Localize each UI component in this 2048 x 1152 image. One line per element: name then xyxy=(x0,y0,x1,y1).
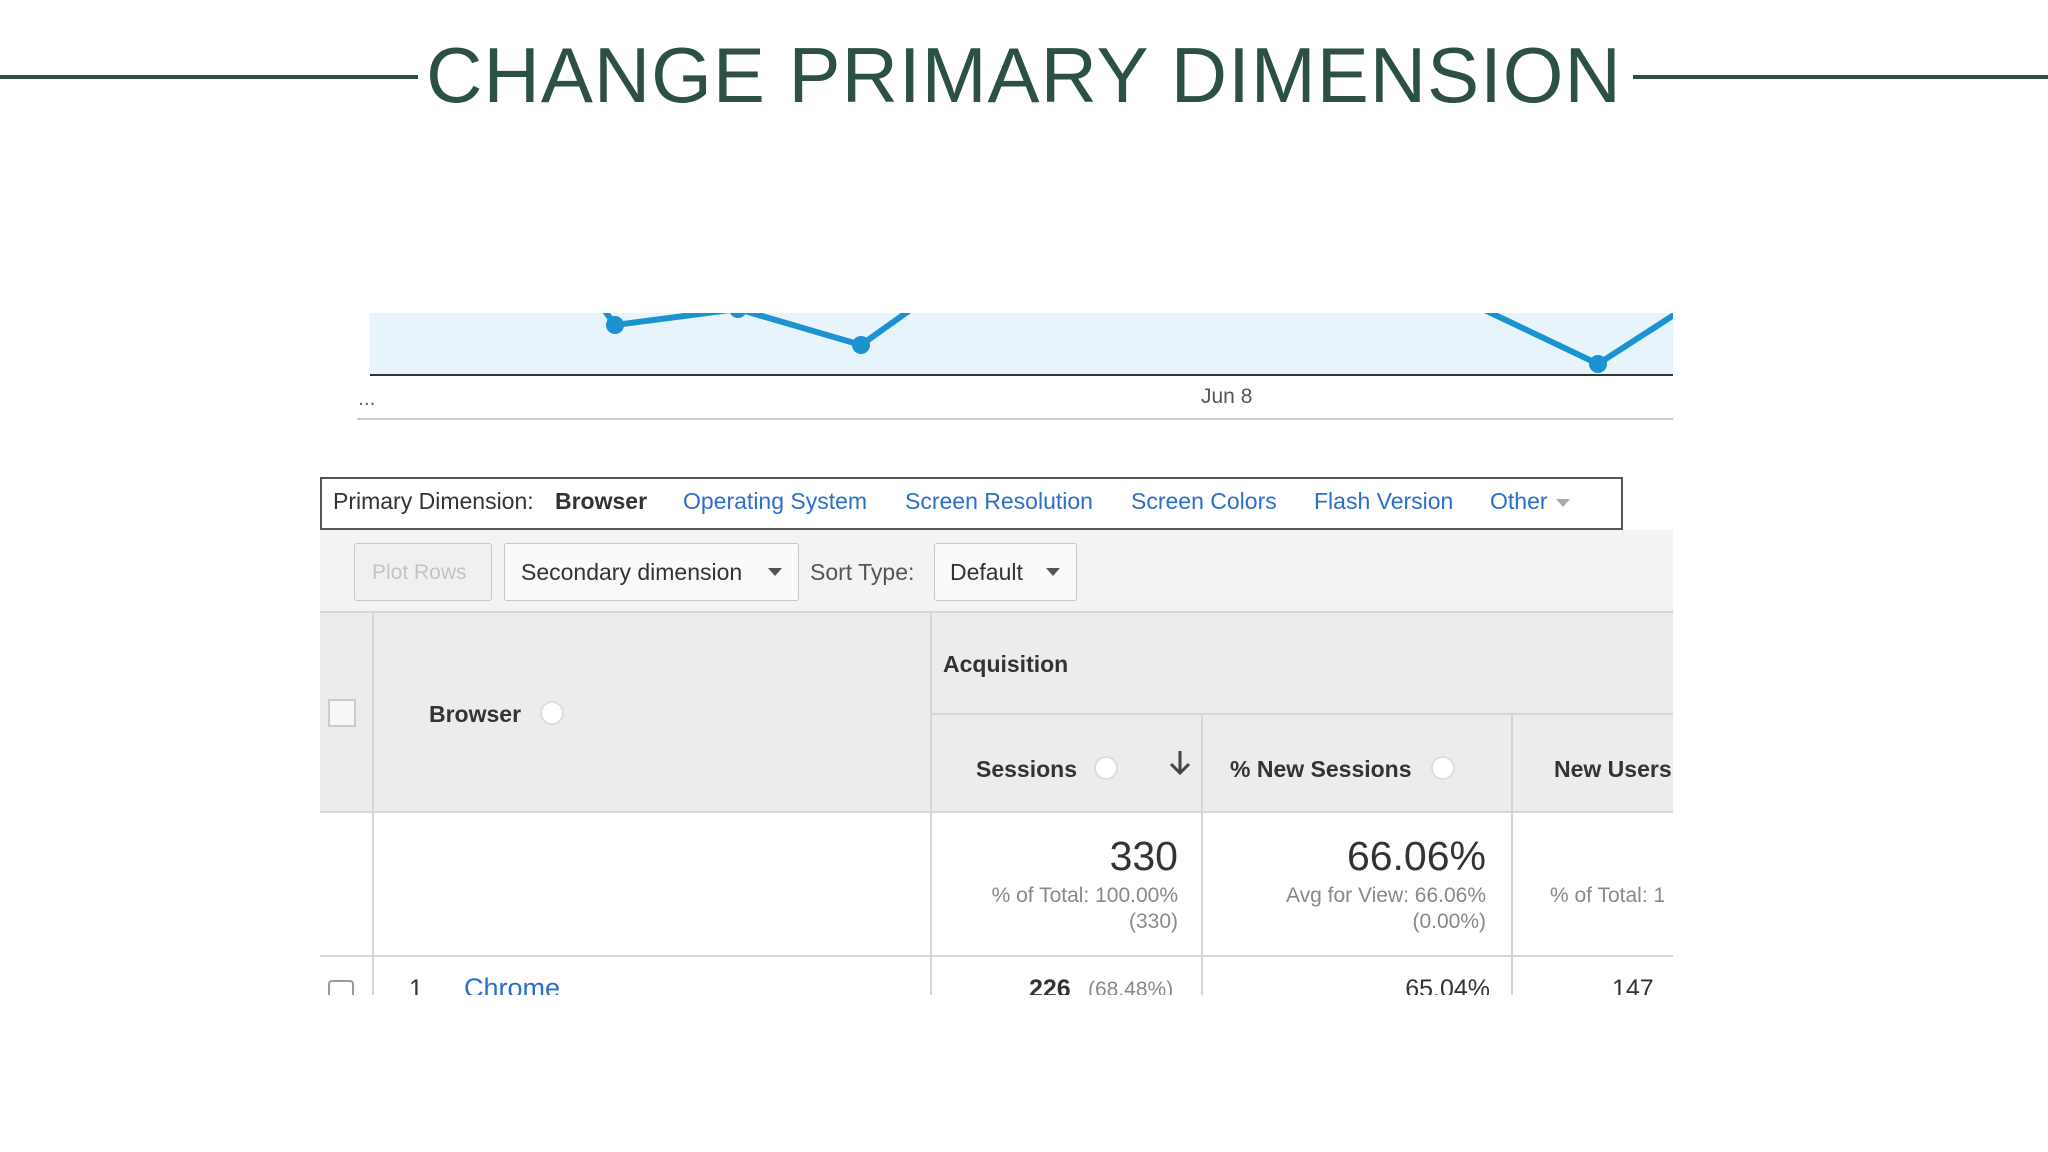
dimension-option[interactable]: Other xyxy=(1490,488,1548,514)
screenshot: ... Jun 8 Primary Dimension: Browser Ope… xyxy=(320,313,1673,995)
border xyxy=(320,611,1673,613)
column-header[interactable]: % New Sessions xyxy=(1230,756,1412,782)
select-all-checkbox[interactable] xyxy=(328,699,356,727)
total-sub: Avg for View: 66.06% xyxy=(1285,884,1486,907)
primary-dimension-label: Primary Dimension: xyxy=(333,488,534,514)
total-sub: (0.00%) xyxy=(1412,910,1486,933)
help-icon[interactable] xyxy=(1431,756,1455,780)
other-caret xyxy=(1556,499,1570,507)
row-sessions-pct: (68.48%) xyxy=(1088,978,1174,995)
row-new-users: 147 xyxy=(1612,975,1654,996)
x-label: ... xyxy=(358,387,376,410)
group-header: Acquisition xyxy=(943,651,1069,677)
border xyxy=(320,811,1673,813)
dimension-option[interactable]: Flash Version xyxy=(1314,488,1454,514)
dimension-option[interactable]: Screen Resolution xyxy=(905,488,1093,514)
secondary-dimension-label: Secondary dimension xyxy=(521,559,743,585)
sort-arrow xyxy=(1169,751,1191,776)
column-header[interactable]: New Users xyxy=(1554,756,1672,782)
sort-type-value: Default xyxy=(950,559,1023,585)
row-sessions: 226 xyxy=(1029,975,1071,996)
title-rule-right xyxy=(1633,75,2048,79)
column-header[interactable]: Browser xyxy=(429,701,522,727)
border xyxy=(930,713,1673,715)
help-icon[interactable] xyxy=(1094,756,1118,780)
row-new-sessions: 65.04% xyxy=(1405,975,1490,996)
dimension-option[interactable]: Screen Colors xyxy=(1131,488,1277,514)
dimension-selected: Browser xyxy=(555,488,648,514)
table-header xyxy=(320,612,1673,812)
slide-title: CHANGE PRIMARY DIMENSION xyxy=(426,31,1622,119)
dimension-option[interactable]: Operating System xyxy=(683,488,868,514)
border xyxy=(1511,713,1513,995)
row-browser[interactable]: Chrome xyxy=(464,973,561,996)
primary-dimension-bar xyxy=(320,477,1623,530)
total-sub: % of Total: 1 xyxy=(1550,884,1666,907)
sort-type-label: Sort Type: xyxy=(810,559,915,585)
column-header[interactable]: Sessions xyxy=(976,756,1077,782)
total-sub: % of Total: 100.00% xyxy=(991,884,1178,907)
border xyxy=(1201,713,1203,995)
caret xyxy=(1046,568,1060,576)
total-value: 330 xyxy=(1109,833,1178,879)
total-value: 66.06% xyxy=(1346,833,1486,879)
chart-line xyxy=(602,313,1673,373)
secondary-dimension-button[interactable] xyxy=(504,543,799,601)
chart-fragment xyxy=(357,313,1673,420)
plot-rows-label: Plot Rows xyxy=(372,561,467,584)
plot-rows-button[interactable] xyxy=(354,543,492,601)
border xyxy=(372,612,374,995)
border xyxy=(930,612,932,995)
border xyxy=(320,955,1673,957)
caret xyxy=(768,568,782,576)
title-rule-left xyxy=(0,75,418,79)
help-icon[interactable] xyxy=(540,701,564,725)
chart-area xyxy=(370,313,1673,375)
row-checkbox[interactable] xyxy=(328,980,354,995)
row-index: 1 xyxy=(409,975,423,996)
x-label: Jun 8 xyxy=(1201,385,1253,408)
total-sub: (330) xyxy=(1128,910,1178,933)
